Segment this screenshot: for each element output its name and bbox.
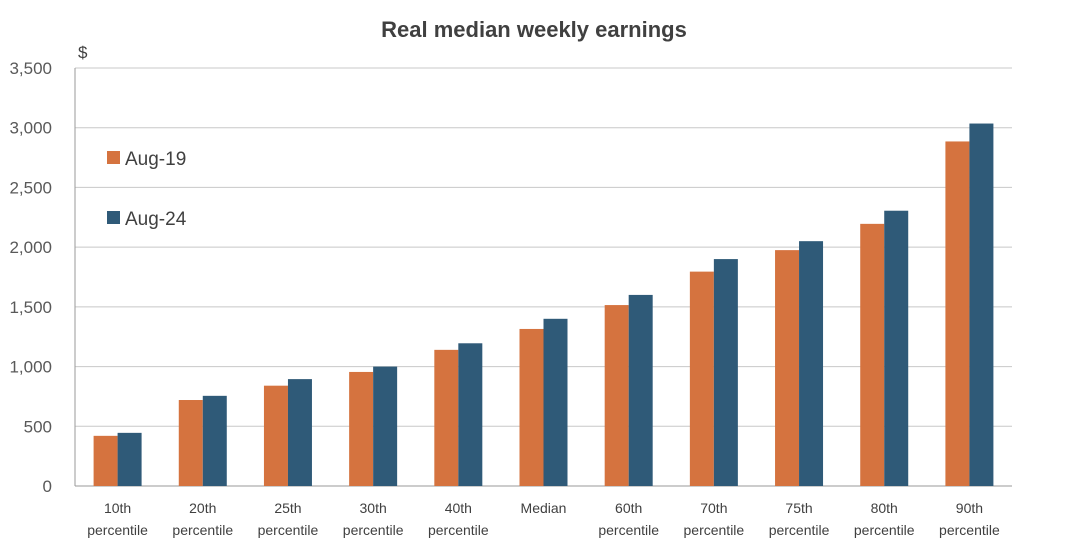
bar-aug-24	[117, 432, 142, 486]
bar-aug-24	[458, 343, 483, 486]
x-tick-label-line: 30th	[360, 500, 387, 516]
bar-aug-24	[287, 379, 312, 486]
y-axis-unit-label: $	[78, 43, 88, 62]
x-tick-label-line: percentile	[598, 522, 659, 538]
x-tick-label-line: 40th	[445, 500, 472, 516]
bar-aug-24	[713, 259, 738, 486]
y-tick-label: 3,000	[9, 119, 52, 138]
bar-aug-24	[373, 366, 398, 486]
bar-aug-24	[628, 294, 653, 486]
x-tick-label-line: percentile	[939, 522, 1000, 538]
y-tick-label: 2,500	[9, 178, 52, 197]
x-tick-label: 20th percentile	[172, 500, 233, 538]
legend: Aug-19 Aug-24	[107, 149, 187, 230]
bar-aug-19	[519, 328, 544, 486]
bar-aug-19	[604, 305, 629, 486]
bar-aug-24	[202, 395, 227, 486]
x-tick-label: 80th percentile	[854, 500, 915, 538]
x-tick-label-line: 20th	[189, 500, 216, 516]
x-tick-label-line: 70th	[700, 500, 727, 516]
x-tick-label-line: 60th	[615, 500, 642, 516]
x-tick-label-line: Median	[521, 500, 567, 516]
y-tick-label: 3,500	[9, 59, 52, 78]
y-tick-label: 1,000	[9, 358, 52, 377]
bar-aug-24	[884, 210, 909, 486]
x-tick-label-line: percentile	[343, 522, 404, 538]
bars	[93, 123, 994, 486]
x-tick-label-line: 10th	[104, 500, 131, 516]
x-tick-label: 30th percentile	[343, 500, 404, 538]
x-tick-label-line: percentile	[769, 522, 830, 538]
bar-aug-19	[434, 349, 459, 486]
x-tick-label: Median	[521, 500, 567, 516]
y-axis-ticks: 0 500 1,000 1,500 2,000 2,500 3,000 3,500	[9, 59, 52, 496]
x-tick-label: 75th percentile	[769, 500, 830, 538]
x-tick-label: 90th percentile	[939, 500, 1000, 538]
x-tick-label-line: percentile	[87, 522, 148, 538]
legend-swatch	[107, 151, 120, 164]
bar-aug-19	[263, 385, 288, 486]
bar-aug-19	[775, 250, 800, 486]
y-tick-label: 0	[43, 477, 52, 496]
x-tick-label-line: 25th	[274, 500, 301, 516]
x-tick-label-line: 80th	[871, 500, 898, 516]
bar-aug-24	[543, 318, 568, 486]
x-tick-label: 40th percentile	[428, 500, 489, 538]
x-tick-label-line: percentile	[258, 522, 319, 538]
bar-aug-24	[969, 123, 994, 486]
bar-aug-19	[178, 400, 203, 486]
legend-swatch	[107, 211, 120, 224]
bar-aug-19	[349, 371, 374, 486]
legend-label: Aug-24	[125, 209, 187, 230]
x-tick-label: 70th percentile	[684, 500, 745, 538]
x-axis-ticks: 10th percentile 20th percentile 25th percenti…	[87, 500, 1000, 538]
bar-aug-19	[945, 141, 970, 486]
y-tick-label: 1,500	[9, 298, 52, 317]
x-tick-label-line: 75th	[785, 500, 812, 516]
y-tick-label: 500	[24, 417, 52, 436]
x-tick-label-line: percentile	[172, 522, 233, 538]
bar-aug-24	[799, 241, 824, 486]
x-tick-label: 60th percentile	[598, 500, 659, 538]
legend-label: Aug-19	[125, 149, 186, 170]
x-tick-label-line: percentile	[854, 522, 915, 538]
x-tick-label-line: 90th	[956, 500, 983, 516]
y-tick-label: 2,000	[9, 238, 52, 257]
x-tick-label: 25th percentile	[258, 500, 319, 538]
bar-aug-19	[689, 271, 714, 486]
chart-title: Real median weekly earnings	[381, 17, 687, 42]
x-tick-label-line: percentile	[684, 522, 745, 538]
bar-aug-19	[93, 435, 118, 486]
bar-aug-19	[860, 223, 885, 486]
x-tick-label: 10th percentile	[87, 500, 148, 538]
x-tick-label-line: percentile	[428, 522, 489, 538]
